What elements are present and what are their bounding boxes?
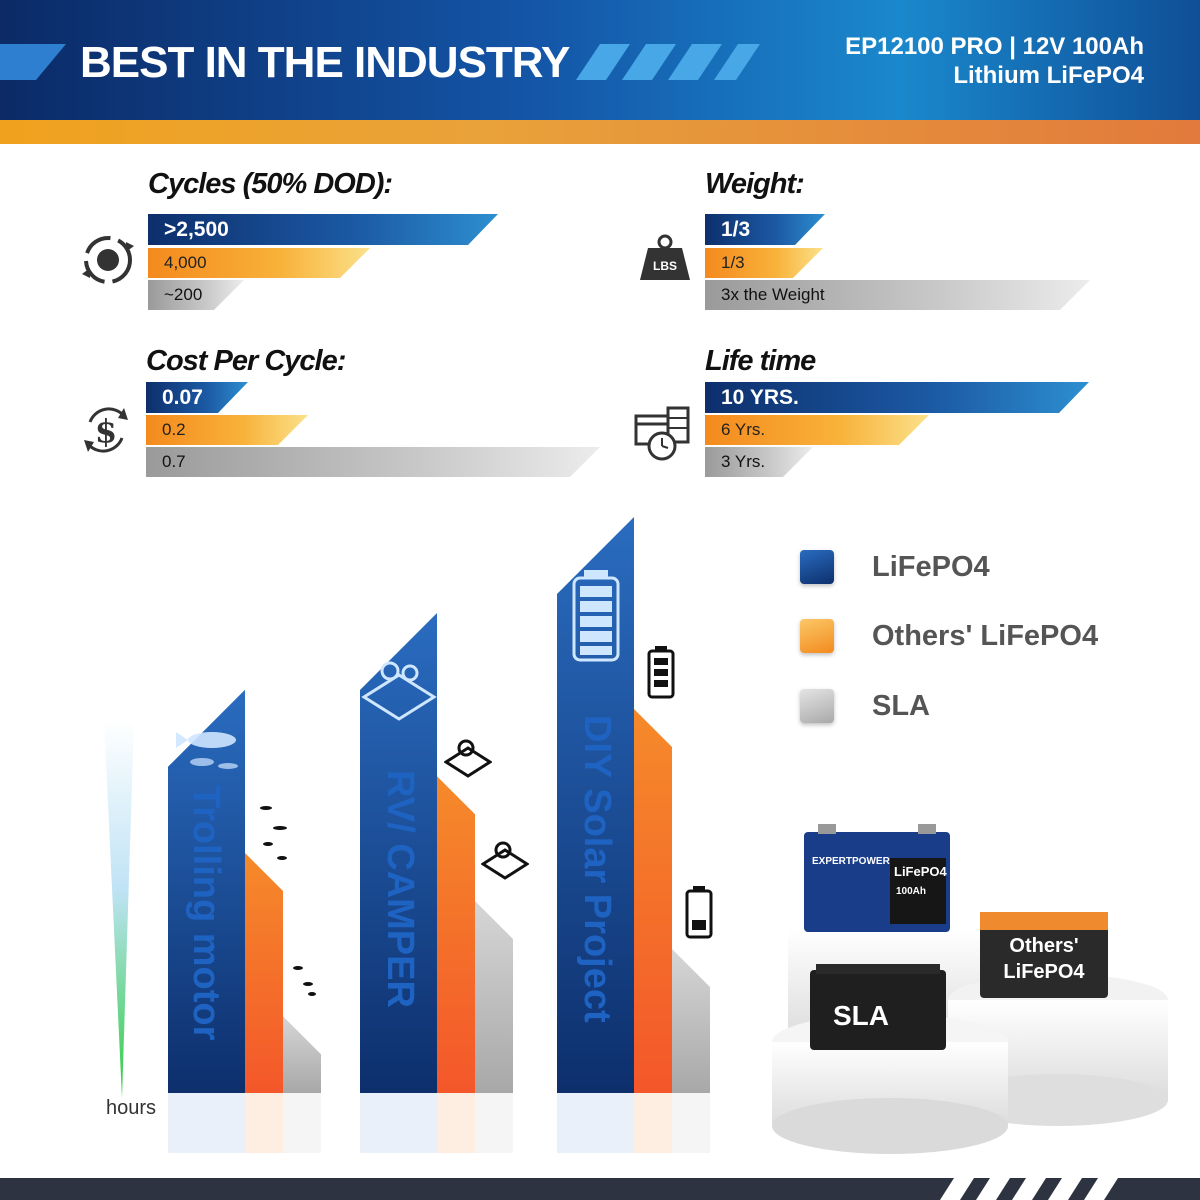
product-line-2: Lithium LiFePO4 — [953, 62, 1144, 89]
weight-icon-text: LBS — [653, 259, 677, 273]
bar-sla — [475, 901, 513, 1093]
bar-reflection — [283, 1093, 321, 1153]
bar-reflection — [245, 1093, 283, 1153]
bar-sla — [283, 1016, 321, 1093]
cycles-title: Cycles (50% DOD): — [148, 168, 393, 200]
battery-high-icon — [647, 646, 675, 699]
dollar-cycle-icon: $ — [84, 407, 128, 453]
header-stripe — [0, 120, 1200, 144]
legend-swatch-sla — [800, 689, 834, 723]
cycles-sla-bar: ~200 — [148, 280, 244, 310]
page-title: BEST IN THE INDUSTRY — [80, 38, 570, 87]
fish-school-icon — [260, 806, 287, 860]
bar-others-lifepo4 — [634, 709, 672, 1093]
weight-icon: LBS — [640, 234, 690, 280]
cost-title: Cost Per Cycle: — [146, 345, 346, 377]
sla-battery-text: SLA — [833, 1000, 889, 1031]
header-left-slash — [0, 44, 66, 80]
bar-reflection — [475, 1093, 513, 1153]
cycle-icon — [82, 236, 134, 284]
bar-lifepo4 — [360, 613, 437, 1093]
bar-reflection — [360, 1093, 437, 1153]
map-pin-icon — [444, 739, 492, 778]
hours-axis-label: hours — [106, 1097, 157, 1119]
bar-reflection — [634, 1093, 672, 1153]
cost-sla-bar: 0.7 — [146, 447, 600, 477]
legend-item-lifepo4: LiFePO4 — [800, 550, 990, 584]
map-pin-icon — [361, 661, 437, 721]
lifetime-others-bar: 6 Yrs. — [705, 415, 929, 445]
legend-item-others: Others' LiFePO4 — [800, 619, 1098, 653]
footer-bar — [0, 1178, 1200, 1200]
lifetime-lifepo4-bar: 10 YRS. — [705, 382, 1089, 413]
bar-reflection — [557, 1093, 634, 1153]
header-stripes-decoration — [576, 44, 760, 80]
product-scene: EXPERTPOWER LiFePO4 100Ah Others' LiFePO… — [772, 824, 1168, 1154]
weight-sla-bar: 3x the Weight — [705, 280, 1090, 310]
footer-stripes-decoration — [940, 1178, 1118, 1200]
legend-label: LiFePO4 — [872, 550, 990, 583]
category-label: DIY Solar Project — [576, 715, 618, 1023]
bar-reflection — [437, 1093, 475, 1153]
map-pin-icon — [481, 841, 529, 880]
fish-school-icon — [293, 966, 316, 996]
cost-others-bar: 0.2 — [146, 415, 308, 445]
bar-reflection — [168, 1093, 245, 1153]
cycles-others-bar: 4,000 — [148, 248, 370, 278]
legend-item-sla: SLA — [800, 689, 930, 723]
lifetime-title: Life time — [705, 345, 816, 377]
legend-swatch-others — [800, 619, 834, 653]
product-subtitle: EP12100 PRO | 12V 100Ah Lithium LiFePO4 — [845, 32, 1144, 90]
legend-swatch-lifepo4 — [800, 550, 834, 584]
bar-others-lifepo4 — [437, 776, 475, 1093]
battery-low-icon — [685, 886, 713, 939]
bar-reflection — [672, 1093, 710, 1153]
bar-others-lifepo4 — [245, 853, 283, 1093]
others-battery-text-1: Others' — [1009, 935, 1078, 957]
product-line-1: EP12100 PRO | 12V 100Ah — [845, 33, 1144, 60]
battery-capacity-text: 100Ah — [896, 886, 926, 897]
battery-full-icon — [572, 570, 620, 662]
category-label: RV/ CAMPER — [379, 770, 421, 1008]
others-battery-text-2: LiFePO4 — [1003, 961, 1085, 983]
calendar-clock-icon — [634, 406, 690, 461]
category-label: Trolling motor — [185, 785, 227, 1041]
bar-lifepo4 — [168, 689, 245, 1093]
others-lifepo4-battery — [980, 918, 1108, 998]
legend-label: SLA — [872, 689, 930, 722]
hours-axis-wedge — [104, 720, 134, 1098]
weight-title: Weight: — [705, 168, 805, 200]
legend-label: Others' LiFePO4 — [872, 619, 1099, 652]
battery-lifepo4-text: LiFePO4 — [894, 864, 948, 879]
fish-icon — [176, 732, 238, 769]
cycles-lifepo4-bar: >2,500 — [148, 214, 498, 245]
expertpower-brand-text: EXPERTPOWER — [812, 856, 891, 867]
sla-battery — [810, 970, 946, 1050]
svg-text:$: $ — [95, 412, 117, 450]
bar-sla — [672, 949, 710, 1093]
